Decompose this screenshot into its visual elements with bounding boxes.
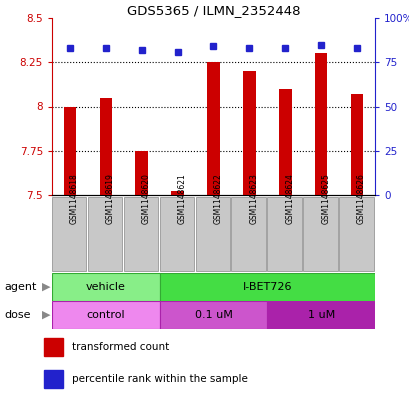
Text: GSM1148621: GSM1148621 xyxy=(177,174,186,224)
Bar xyxy=(314,53,327,195)
Text: GSM1148624: GSM1148624 xyxy=(285,173,294,224)
Bar xyxy=(278,89,291,195)
Bar xyxy=(159,273,374,301)
Text: GSM1148622: GSM1148622 xyxy=(213,174,222,224)
Text: I-BET726: I-BET726 xyxy=(242,282,291,292)
Text: GSM1148623: GSM1148623 xyxy=(249,173,258,224)
Text: control: control xyxy=(86,310,125,320)
Bar xyxy=(135,151,148,195)
Bar xyxy=(43,370,63,388)
Text: dose: dose xyxy=(4,310,31,320)
Bar xyxy=(52,273,159,301)
Text: GSM1148619: GSM1148619 xyxy=(106,173,115,224)
Text: GSM1148618: GSM1148618 xyxy=(70,174,79,224)
Text: ▶: ▶ xyxy=(42,282,50,292)
Bar xyxy=(63,107,76,195)
Text: transformed count: transformed count xyxy=(72,342,169,352)
FancyBboxPatch shape xyxy=(303,196,337,272)
Bar xyxy=(99,97,112,195)
Bar xyxy=(243,71,255,195)
Bar xyxy=(43,338,63,356)
FancyBboxPatch shape xyxy=(124,196,158,272)
FancyBboxPatch shape xyxy=(267,196,301,272)
FancyBboxPatch shape xyxy=(231,196,265,272)
FancyBboxPatch shape xyxy=(88,196,122,272)
Text: 1 uM: 1 uM xyxy=(307,310,334,320)
Title: GDS5365 / ILMN_2352448: GDS5365 / ILMN_2352448 xyxy=(126,4,299,17)
FancyBboxPatch shape xyxy=(195,196,229,272)
Bar xyxy=(159,301,267,329)
Text: 0.1 uM: 0.1 uM xyxy=(194,310,232,320)
FancyBboxPatch shape xyxy=(338,196,373,272)
Text: percentile rank within the sample: percentile rank within the sample xyxy=(72,374,248,384)
Bar xyxy=(171,191,184,195)
Text: ▶: ▶ xyxy=(42,310,50,320)
FancyBboxPatch shape xyxy=(159,196,193,272)
Text: GSM1148626: GSM1148626 xyxy=(356,173,365,224)
Text: GSM1148625: GSM1148625 xyxy=(320,173,329,224)
Text: vehicle: vehicle xyxy=(86,282,126,292)
Bar xyxy=(267,301,374,329)
Text: GSM1148620: GSM1148620 xyxy=(142,173,151,224)
Bar xyxy=(52,301,159,329)
Text: agent: agent xyxy=(4,282,36,292)
FancyBboxPatch shape xyxy=(52,196,86,272)
Bar xyxy=(207,62,219,195)
Bar xyxy=(350,94,362,195)
